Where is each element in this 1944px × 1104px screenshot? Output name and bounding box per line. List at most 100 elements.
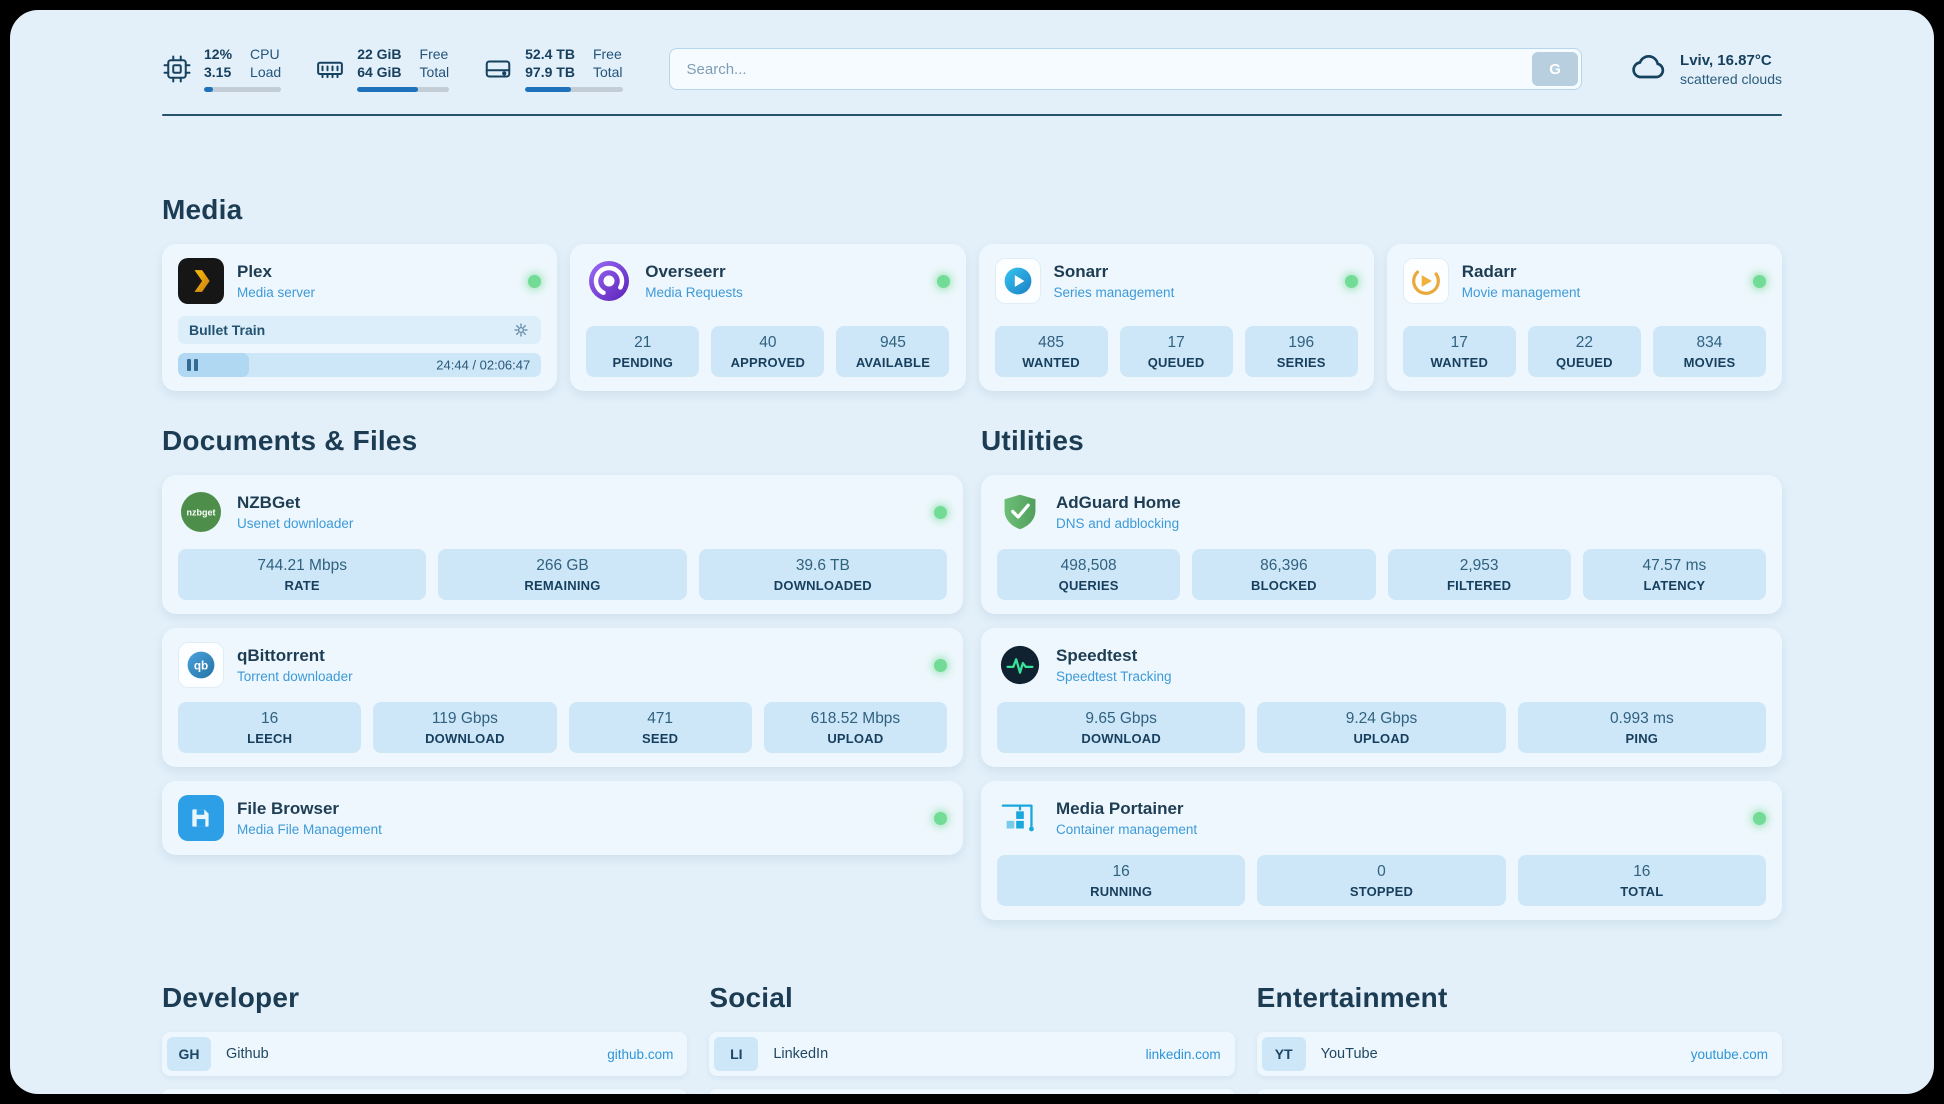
stat-total: 16 TOTAL [1517,855,1766,906]
cloud-icon [1628,47,1668,92]
link-tile-youtube[interactable]: YT YouTube youtube.com [1256,1032,1782,1076]
memory-free-value: 22 GiB [357,46,402,62]
cpu-usage-label: CPU [250,46,280,62]
stat-ping: 0.993 ms PING [1517,702,1766,753]
app-card-qbittorrent[interactable]: qb qBittorrent Torrent downloader [162,628,963,767]
radarr-icon [1402,258,1449,304]
stat-label: TOTAL [1620,884,1664,899]
section-title-media: Media [162,194,243,225]
stat-latency: 47.57 ms LATENCY [1582,549,1766,600]
app-card-nzbget[interactable]: nzbget NZBGet Usenet downloader 74 [162,475,963,614]
app-subtitle: DNS and adblocking [1056,516,1180,531]
link-abbr: GH [167,1037,211,1071]
stat-leech: 16 LEECH [178,702,362,753]
link-tile-linkedin[interactable]: LI LinkedIn linkedin.com [709,1032,1235,1076]
link-tile-netflix[interactable]: NF Netflix netflix.com [1256,1089,1782,1094]
stat-downloaded: 39.6 TB DOWNLOADED [698,549,947,600]
link-abbr: YT [1261,1037,1306,1071]
stat-value: 47.57 ms [1642,557,1707,574]
stat-wanted: 485 WANTED [994,326,1108,377]
cpu-load-widget: 12% CPU 3.15 Load [162,46,282,92]
app-subtitle: Media server [237,285,316,300]
dashboard-content: 12% CPU 3.15 Load [162,10,1782,1094]
stat-remaining: 266 GB REMAINING [438,549,687,600]
stat-label: QUEUED [1555,355,1613,370]
stat-value: 17 [1167,334,1185,351]
qbittorrent-icon: qb [178,642,224,688]
section-entertainment: Entertainment YT YouTube youtube.com NF … [1256,982,1782,1094]
stat-label: AVAILABLE [855,355,931,370]
storage-free-value: 52.4 TB [525,46,575,62]
stat-label: LATENCY [1643,578,1706,593]
search-input[interactable] [672,60,1533,78]
stat-label: DOWNLOAD [425,731,505,746]
stat-blocked: 86,396 BLOCKED [1192,549,1376,600]
portainer-icon [997,795,1043,841]
playback-progress-bar[interactable]: 24:44 / 02:06:47 [178,353,542,377]
section-title-entertainment: Entertainment [1256,982,1448,1013]
storage-progress-bar [525,87,623,92]
stat-label: RUNNING [1090,884,1153,899]
storage-progress-fill [525,87,571,92]
section-social: Social LI LinkedIn linkedin.com TW Twitt… [709,982,1235,1094]
stat-label: WANTED [1022,355,1080,370]
status-indicator-online [1753,811,1766,825]
speedtest-icon [997,642,1043,688]
section-title-social: Social [709,982,794,1013]
now-playing-title: Bullet Train [189,322,266,338]
app-subtitle: Movie management [1461,285,1581,300]
app-subtitle: Torrent downloader [237,669,353,684]
sonarr-icon [994,258,1041,304]
storage-total-value: 97.9 TB [525,64,575,80]
stat-label: MOVIES [1683,355,1736,370]
app-card-overseerr[interactable]: Overseerr Media Requests 21 PENDING 40 A… [570,244,966,391]
stat-download: 119 Gbps DOWNLOAD [373,702,557,753]
stat-value: 0 [1377,863,1386,880]
app-card-speedtest[interactable]: Speedtest Speedtest Tracking 9.65 Gbps D… [981,628,1782,767]
svg-text:nzbget: nzbget [187,508,216,518]
stat-movies: 834 MOVIES [1652,326,1766,377]
stat-value: 834 [1696,334,1723,351]
link-tile-github[interactable]: GH Github github.com [162,1032,688,1076]
stat-label: WANTED [1430,355,1489,370]
settings-gear-icon[interactable] [512,321,530,339]
app-card-sonarr[interactable]: Sonarr Series management 485 WANTED 17 Q… [978,244,1374,391]
app-name: Radarr [1461,262,1517,281]
filebrowser-icon [178,795,224,841]
app-subtitle: Container management [1056,822,1198,837]
pause-button[interactable] [187,359,198,371]
adguard-icon [997,489,1043,535]
status-indicator-online [934,505,947,519]
status-indicator-online [528,274,542,288]
link-url: github.com [607,1046,674,1062]
stat-label: QUERIES [1058,578,1119,593]
hard-drive-icon [483,54,513,84]
stat-value: 945 [880,334,906,351]
stat-label: FILTERED [1447,578,1512,593]
app-card-filebrowser[interactable]: File Browser Media File Management [162,781,963,855]
app-card-radarr[interactable]: Radarr Movie management 17 WANTED 22 QUE… [1386,244,1782,391]
storage-free-label: Free [592,46,622,62]
app-card-adguard[interactable]: AdGuard Home DNS and adblocking 498,508 … [981,475,1782,614]
stat-label: DOWNLOAD [1081,731,1161,746]
stat-upload: 618.52 Mbps UPLOAD [763,702,947,753]
stat-label: SERIES [1276,355,1326,370]
cpu-load-value: 3.15 [204,64,232,80]
status-indicator-online [1344,274,1358,288]
link-name: Github [226,1046,269,1062]
weather-condition: scattered clouds [1680,70,1782,87]
search-engine-button[interactable]: G [1532,52,1579,86]
section-title-developer: Developer [162,982,300,1013]
app-card-portainer[interactable]: Media Portainer Container management 16 … [981,781,1782,920]
app-name: Sonarr [1053,262,1109,281]
link-tile-twitter[interactable]: TW Twitter twitter.com [709,1089,1235,1094]
link-tile-stackoverflow[interactable]: SO StackOverflow stackoverflow.com [162,1089,688,1094]
stat-label: DOWNLOADED [773,578,872,593]
stat-stopped: 0 STOPPED [1257,855,1506,906]
stat-queries: 498,508 QUERIES [997,549,1181,600]
app-name: File Browser [237,799,340,818]
memory-free-label: Free [419,46,449,62]
link-url: linkedin.com [1145,1046,1221,1062]
app-subtitle: Media Requests [645,285,743,300]
app-card-plex[interactable]: Plex Media server Bullet Train [162,244,558,391]
